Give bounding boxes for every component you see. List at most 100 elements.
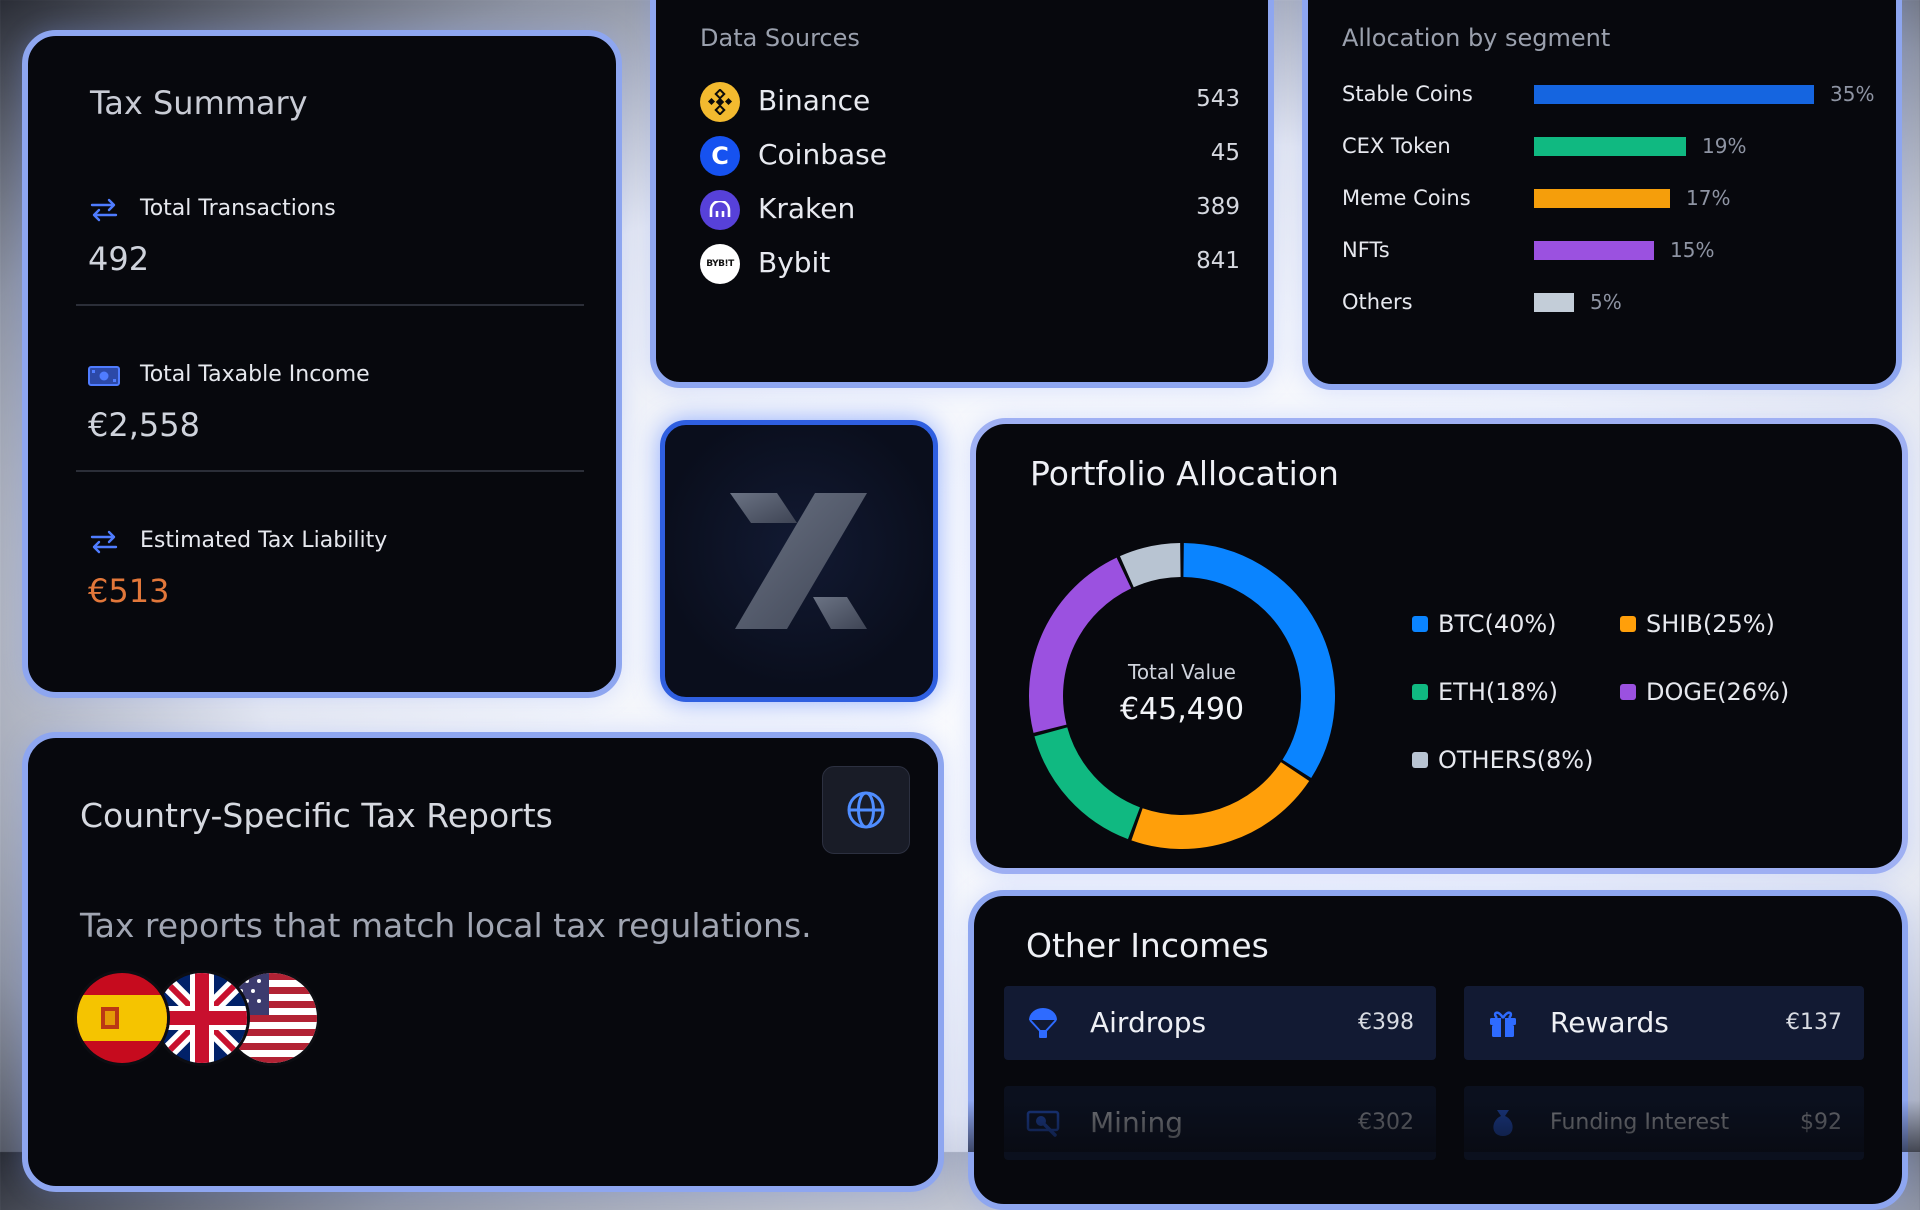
parachute-icon: [1029, 1008, 1057, 1038]
legend-item-doge: DOGE(26%): [1620, 678, 1789, 706]
income-amount: €302: [1358, 1110, 1414, 1135]
source-count: 45: [1210, 140, 1240, 166]
income-name: Mining: [1090, 1106, 1183, 1139]
segment-percent: 19%: [1702, 134, 1747, 158]
segment-allocation-title: Allocation by segment: [1342, 24, 1611, 52]
segment-percent: 35%: [1830, 82, 1875, 106]
estimated-tax-liability-label: Estimated Tax Liability: [140, 528, 388, 553]
donut-slice-btc: [1183, 543, 1335, 778]
segment-allocation-card: Allocation by segment Stable Coins 35% CEX…: [1302, 0, 1902, 390]
arrows-swap-icon: [90, 530, 118, 554]
income-name: Rewards: [1550, 1006, 1669, 1039]
segment-bar: [1534, 241, 1654, 260]
bybit-logo-icon: BYB!T: [700, 244, 740, 284]
income-item-rewards[interactable]: Rewards €137: [1464, 986, 1864, 1060]
source-name: Bybit: [758, 246, 831, 279]
segment-percent: 17%: [1686, 186, 1731, 210]
source-name: Coinbase: [758, 138, 887, 171]
source-row-kraken[interactable]: Kraken 389: [700, 188, 1240, 234]
income-item-funding-interest[interactable]: Funding Interest $92: [1464, 1086, 1864, 1160]
uk-flag-icon: [154, 970, 250, 1066]
donut-center-value: €45,490: [1119, 692, 1245, 727]
donut-slice-eth: [1034, 726, 1141, 840]
other-incomes-title: Other Incomes: [1026, 926, 1269, 965]
income-item-airdrops[interactable]: Airdrops €398: [1004, 986, 1436, 1060]
income-name: Airdrops: [1090, 1006, 1207, 1039]
total-transactions-label: Total Transactions: [140, 196, 336, 221]
source-count: 389: [1196, 194, 1240, 220]
income-item-mining[interactable]: Mining €302: [1004, 1086, 1436, 1160]
legend-label: SHIB(25%): [1646, 610, 1775, 638]
segment-row: Stable Coins 35%: [1342, 80, 1896, 110]
source-count: 841: [1196, 248, 1240, 274]
income-amount: €398: [1358, 1010, 1414, 1035]
segment-bar: [1534, 137, 1686, 156]
segment-row: NFTs 15%: [1342, 236, 1896, 266]
legend-label: DOGE(26%): [1646, 678, 1790, 706]
globe-button[interactable]: [822, 766, 910, 854]
source-name: Binance: [758, 84, 871, 117]
legend-item-btc: BTC(40%): [1412, 610, 1557, 638]
legend-item-eth: ETH(18%): [1412, 678, 1558, 706]
segment-row: CEX Token 19%: [1342, 132, 1896, 162]
portfolio-title: Portfolio Allocation: [1030, 454, 1339, 493]
source-count: 543: [1196, 86, 1240, 112]
binance-logo-icon: [700, 82, 740, 122]
segment-row: Meme Coins 17%: [1342, 184, 1896, 214]
segment-label: Meme Coins: [1342, 186, 1471, 210]
segment-bar: [1534, 189, 1670, 208]
data-sources-title: Data Sources: [700, 24, 860, 52]
income-name: Funding Interest: [1550, 1110, 1730, 1135]
cash-icon: [88, 366, 120, 386]
pickaxe-icon: [1026, 1110, 1060, 1137]
source-row-coinbase[interactable]: C Coinbase 45: [700, 134, 1240, 180]
app-logo-tile: [660, 420, 938, 702]
legend-item-others: OTHERS(8%): [1412, 746, 1593, 774]
globe-icon: [847, 791, 885, 829]
other-incomes-card: Other Incomes Airdrops €398 Rewards €137…: [968, 890, 1908, 1210]
source-row-bybit[interactable]: BYB!T Bybit 841: [700, 242, 1240, 288]
segment-label: NFTs: [1342, 238, 1390, 262]
money-bag-icon: [1493, 1110, 1513, 1136]
legend-label: BTC(40%): [1438, 610, 1557, 638]
kraken-logo-icon: [700, 190, 740, 230]
portfolio-donut-chart: [1029, 543, 1335, 849]
country-reports-card: Country-Specific Tax Reports Tax reports…: [22, 732, 944, 1192]
gift-icon: [1490, 1011, 1516, 1037]
total-taxable-income-label: Total Taxable Income: [140, 362, 370, 387]
segment-bar: [1534, 85, 1814, 104]
data-sources-card: Data Sources Binance 543 C Coinbase 45 K…: [650, 0, 1274, 388]
arrows-swap-icon: [90, 198, 118, 222]
divider: [76, 304, 584, 306]
tax-summary-title: Tax Summary: [90, 84, 308, 122]
portfolio-allocation-card: Portfolio Allocation Total Value €45,490…: [970, 418, 1908, 874]
spain-flag-icon: [74, 970, 170, 1066]
donut-center-label: Total Value: [1128, 660, 1236, 684]
income-amount: $92: [1800, 1110, 1842, 1135]
segment-label: Others: [1342, 290, 1413, 314]
legend-label: ETH(18%): [1438, 678, 1558, 706]
segment-percent: 15%: [1670, 238, 1715, 262]
estimated-tax-liability-value: €513: [88, 572, 170, 610]
segment-label: Stable Coins: [1342, 82, 1473, 106]
segment-bar: [1534, 293, 1574, 312]
total-taxable-income-value: €2,558: [88, 406, 200, 444]
tax-summary-card: Tax Summary Total Transactions 492 Total…: [22, 30, 622, 698]
x-logo-icon: [730, 493, 867, 629]
total-transactions-value: 492: [88, 240, 150, 278]
donut-slice-shib: [1131, 761, 1310, 849]
legend-label: OTHERS(8%): [1438, 746, 1594, 774]
coinbase-logo-icon: C: [700, 136, 740, 176]
segment-row: Others 5%: [1342, 288, 1896, 318]
segment-percent: 5%: [1590, 290, 1622, 314]
income-amount: €137: [1786, 1010, 1842, 1035]
country-reports-title: Country-Specific Tax Reports: [80, 796, 553, 835]
legend-item-shib: SHIB(25%): [1620, 610, 1775, 638]
country-reports-description: Tax reports that match local tax regulat…: [80, 906, 812, 945]
segment-label: CEX Token: [1342, 134, 1451, 158]
source-row-binance[interactable]: Binance 543: [700, 80, 1240, 126]
donut-slice-others: [1119, 543, 1182, 588]
source-name: Kraken: [758, 192, 856, 225]
divider: [76, 470, 584, 472]
donut-slice-doge: [1029, 557, 1132, 733]
